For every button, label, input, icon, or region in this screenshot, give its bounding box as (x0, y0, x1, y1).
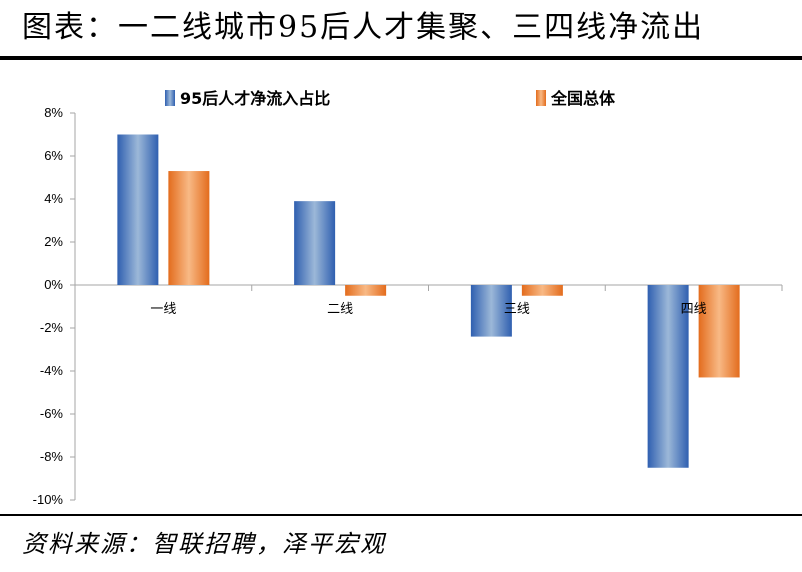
y-tick-label: 0% (44, 277, 63, 292)
bar-national-3 (521, 285, 563, 296)
legend: 95后人才净流入占比 全国总体 (165, 89, 616, 108)
y-tick-label: 4% (44, 191, 63, 206)
bar-talent-95-4 (647, 285, 689, 468)
bar-talent-95-1 (117, 134, 159, 285)
bar-national-1 (168, 171, 210, 285)
legend-label-series-2: 全国总体 (550, 89, 616, 108)
x-category-label: 三线 (504, 302, 530, 317)
chart-title: 图表：一二线城市95后人才集聚、三四线净流出 (22, 10, 705, 45)
bar-talent-95-2 (294, 201, 336, 285)
bar-national-2 (345, 285, 387, 296)
source-rule (0, 514, 802, 516)
x-category-label: 二线 (327, 302, 353, 317)
bar-national-4 (698, 285, 740, 378)
legend-label-series-1: 95后人才净流入占比 (180, 89, 330, 108)
y-tick-label: 8% (44, 105, 63, 120)
y-tick-label: -2% (40, 320, 64, 335)
y-tick-label: -8% (40, 449, 64, 464)
y-tick-label: -10% (33, 492, 64, 507)
y-tick-label: 6% (44, 148, 63, 163)
x-category-label: 一线 (150, 302, 176, 317)
source-note: 资料来源：智联招聘，泽平宏观 (22, 530, 386, 558)
legend-swatch-series-1 (165, 90, 175, 106)
y-tick-label: 2% (44, 234, 63, 249)
y-tick-label: -4% (40, 363, 64, 378)
title-rule (0, 56, 802, 60)
legend-swatch-series-2 (536, 90, 546, 106)
bar-talent-95-3 (470, 285, 512, 337)
y-tick-label: -6% (40, 406, 64, 421)
x-category-label: 四线 (681, 302, 707, 317)
